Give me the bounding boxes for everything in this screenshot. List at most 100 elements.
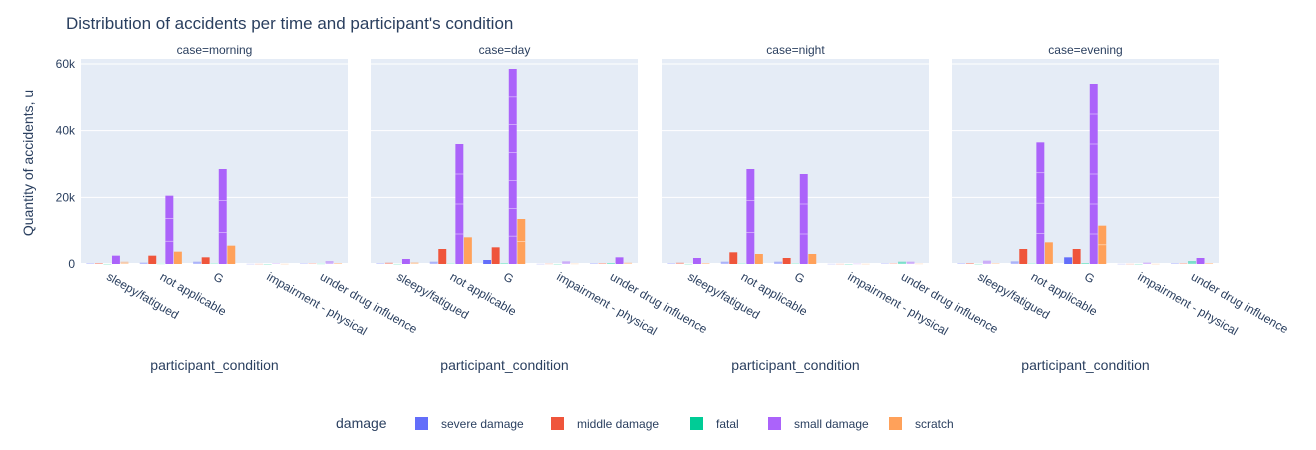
bar-small-damage-4[interactable] (1196, 258, 1205, 264)
bar-small-damage-2[interactable] (508, 69, 517, 264)
bar-scratch-3[interactable] (1151, 263, 1160, 265)
bar-scratch-0[interactable] (701, 263, 710, 264)
bar-severe-damage-2[interactable] (193, 261, 202, 264)
bar-small-damage-2[interactable] (218, 169, 227, 264)
bar-middle-damage-0[interactable] (965, 263, 974, 264)
bar-severe-damage-1[interactable] (720, 261, 729, 264)
bar-severe-damage-4[interactable] (589, 263, 598, 264)
bar-fatal-1[interactable] (156, 263, 165, 265)
bar-severe-damage-4[interactable] (299, 263, 308, 265)
bar-middle-damage-3[interactable] (1126, 263, 1135, 265)
bar-severe-damage-3[interactable] (827, 263, 836, 265)
bar-scratch-3[interactable] (861, 263, 870, 265)
bar-fatal-1[interactable] (446, 263, 455, 265)
bar-scratch-0[interactable] (410, 262, 419, 264)
bar-severe-damage-2[interactable] (483, 260, 492, 264)
bar-severe-damage-3[interactable] (246, 263, 255, 265)
bar-middle-damage-1[interactable] (1019, 249, 1028, 264)
bar-severe-damage-0[interactable] (957, 263, 966, 264)
bar-scratch-4[interactable] (624, 262, 633, 264)
bar-middle-damage-1[interactable] (438, 249, 447, 264)
bar-middle-damage-4[interactable] (308, 263, 317, 265)
bar-middle-damage-2[interactable] (1072, 249, 1081, 264)
legend-item-middle-damage[interactable]: middle damage (551, 417, 659, 431)
bar-middle-damage-0[interactable] (675, 262, 684, 264)
bar-fatal-0[interactable] (684, 263, 693, 265)
bar-middle-damage-2[interactable] (782, 258, 791, 264)
bar-small-damage-0[interactable] (111, 255, 120, 264)
bar-scratch-1[interactable] (754, 254, 763, 264)
bar-small-damage-3[interactable] (562, 261, 571, 264)
bar-small-damage-0[interactable] (401, 259, 410, 264)
bar-severe-damage-2[interactable] (1064, 257, 1073, 264)
bar-severe-damage-4[interactable] (1170, 263, 1179, 264)
bar-middle-damage-0[interactable] (384, 262, 393, 264)
bar-scratch-3[interactable] (570, 263, 579, 265)
bar-small-damage-2[interactable] (799, 174, 808, 264)
bar-severe-damage-0[interactable] (667, 263, 676, 264)
bar-fatal-4[interactable] (607, 263, 615, 264)
bar-scratch-1[interactable] (173, 251, 182, 264)
bar-fatal-1[interactable] (1027, 263, 1036, 265)
bar-scratch-0[interactable] (120, 261, 129, 264)
bar-fatal-2[interactable] (500, 263, 509, 264)
bar-fatal-3[interactable] (1134, 263, 1143, 265)
bar-severe-damage-3[interactable] (536, 263, 545, 265)
bar-fatal-4[interactable] (1188, 261, 1196, 264)
bar-small-damage-3[interactable] (853, 263, 862, 265)
bar-scratch-1[interactable] (1044, 242, 1053, 264)
bar-scratch-4[interactable] (915, 263, 924, 265)
bar-severe-damage-1[interactable] (1010, 261, 1019, 264)
bar-middle-damage-2[interactable] (201, 257, 210, 264)
bar-fatal-2[interactable] (791, 263, 800, 265)
bar-fatal-0[interactable] (103, 263, 112, 265)
bar-severe-damage-1[interactable] (429, 261, 438, 264)
bar-scratch-1[interactable] (463, 237, 472, 264)
bar-fatal-4[interactable] (317, 263, 325, 265)
legend-item-fatal[interactable]: fatal (690, 417, 739, 431)
bar-scratch-4[interactable] (1205, 263, 1214, 264)
bar-middle-damage-1[interactable] (148, 255, 157, 264)
bar-small-damage-0[interactable] (692, 258, 701, 264)
legend-item-small-damage[interactable]: small damage (768, 417, 869, 431)
bar-middle-damage-0[interactable] (94, 263, 103, 264)
bar-scratch-0[interactable] (991, 263, 1000, 264)
bar-fatal-2[interactable] (1081, 263, 1090, 264)
bar-middle-damage-4[interactable] (889, 263, 898, 265)
bar-scratch-3[interactable] (280, 263, 289, 265)
bar-severe-damage-1[interactable] (139, 262, 148, 264)
bar-middle-damage-3[interactable] (255, 263, 264, 265)
legend-item-scratch[interactable]: scratch (889, 417, 954, 431)
bar-fatal-4[interactable] (898, 261, 906, 264)
bar-fatal-0[interactable] (974, 263, 983, 265)
bar-fatal-2[interactable] (210, 263, 219, 265)
bar-scratch-4[interactable] (334, 263, 343, 264)
bar-fatal-0[interactable] (393, 263, 402, 265)
bar-fatal-3[interactable] (553, 263, 562, 265)
bar-small-damage-0[interactable] (982, 260, 991, 264)
bar-fatal-1[interactable] (737, 263, 746, 265)
bar-middle-damage-3[interactable] (545, 263, 554, 265)
bar-small-damage-3[interactable] (1143, 262, 1152, 264)
bar-small-damage-4[interactable] (325, 261, 334, 264)
bar-fatal-3[interactable] (844, 263, 853, 265)
bar-small-damage-4[interactable] (906, 261, 915, 264)
legend-item-severe-damage[interactable]: severe damage (415, 417, 524, 431)
bar-middle-damage-2[interactable] (491, 247, 500, 264)
bar-middle-damage-1[interactable] (729, 252, 738, 264)
bar-middle-damage-4[interactable] (1179, 263, 1188, 264)
bar-severe-damage-4[interactable] (880, 263, 889, 265)
bar-middle-damage-4[interactable] (598, 263, 607, 264)
bar-scratch-2[interactable] (808, 254, 817, 264)
bar-severe-damage-2[interactable] (774, 261, 783, 264)
bar-middle-damage-3[interactable] (836, 263, 845, 265)
bar-small-damage-1[interactable] (746, 169, 755, 264)
bar-fatal-3[interactable] (263, 263, 272, 265)
bar-small-damage-3[interactable] (272, 263, 281, 265)
bar-severe-damage-0[interactable] (376, 263, 385, 264)
bar-small-damage-1[interactable] (165, 195, 174, 264)
bar-severe-damage-0[interactable] (86, 263, 95, 264)
bar-scratch-2[interactable] (227, 245, 236, 264)
bar-severe-damage-3[interactable] (1117, 263, 1126, 265)
bar-small-damage-4[interactable] (615, 257, 624, 264)
